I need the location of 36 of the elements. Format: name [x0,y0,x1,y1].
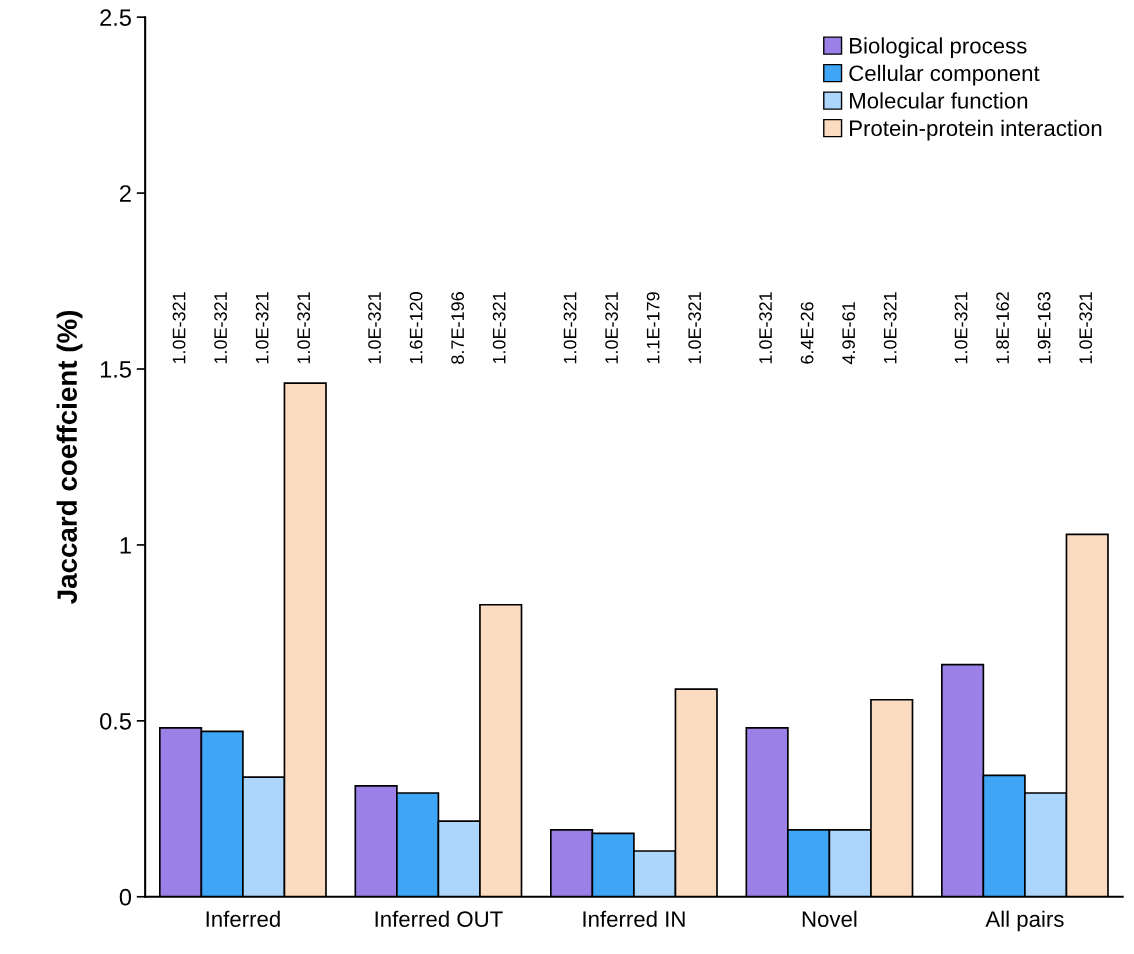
legend-label: Biological process [850,37,1027,59]
annotation: 1.0E-321 [368,292,381,364]
legend-label: Molecular function [850,92,1028,109]
x-tick-label: Novel [802,910,857,927]
x-tick-label: All pairs [985,910,1064,932]
annotation: 1.0E-321 [759,292,772,364]
x-tick-label: Inferred OUT [375,910,503,927]
annotation: 1.8E-162 [996,292,1009,364]
annotation: 1.0E-321 [172,292,186,364]
annotation: 1.0E-321 [563,292,577,364]
annotation: 1.0E-321 [255,292,269,364]
y-tick-label: 2.5 [100,9,131,26]
y-tick-label: 2 [120,185,131,202]
legend-label: Protein-protein interaction [850,119,1102,141]
annotation: 1.0E-321 [214,292,227,364]
annotation: 8.7E-196 [451,292,465,364]
x-tick-label: Inferred [206,910,280,927]
annotation: 1.0E-321 [297,292,311,364]
legend-label: Cellular component [849,64,1040,86]
annotation: 4.9E-61 [842,302,856,365]
annotation: 1.0E-321 [492,292,506,364]
annotation: 1.6E-120 [409,292,423,364]
annotation: 1.0E-321 [1079,292,1093,364]
annotation: 6.4E-26 [800,302,814,364]
annotation: 1.0E-321 [688,292,702,364]
y-tick-label: 1 [120,537,131,554]
annotation: 1.0E-321 [605,292,618,364]
y-tick-label: 1.5 [100,361,131,378]
y-axis-title: Jaccard coeffcient (%) [56,310,83,604]
y-tick-label: 0 [119,888,132,906]
annotation: 1.1E-179 [646,292,660,364]
y-tick-label: 0.5 [100,712,131,730]
annotation: 1.0E-321 [954,292,968,364]
annotation: 1.0E-321 [883,292,897,364]
annotation: 1.9E-163 [1037,292,1051,364]
x-tick-label: Inferred IN [583,910,685,927]
